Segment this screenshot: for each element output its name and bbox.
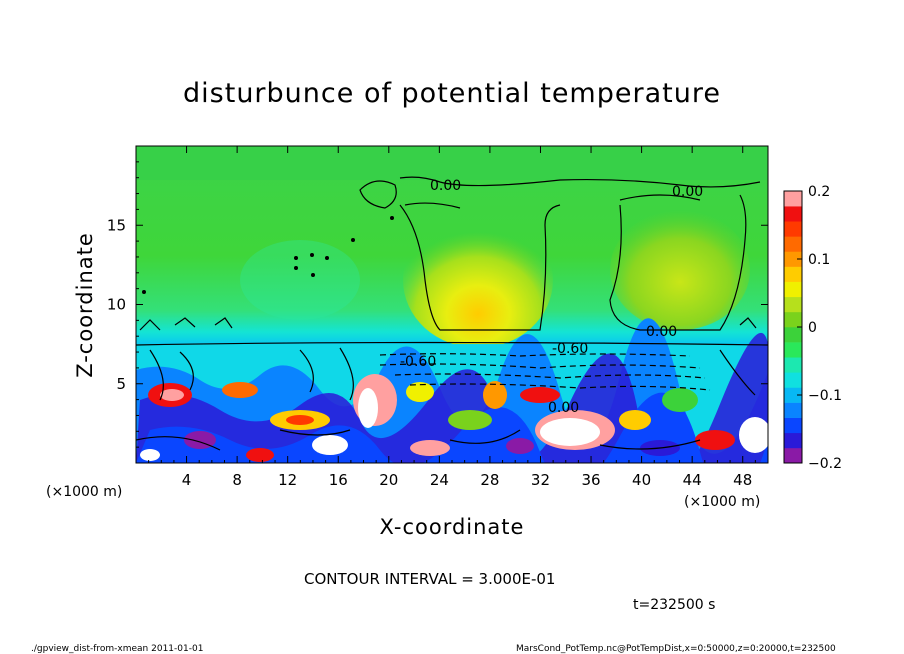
- x-tick-label: 40: [632, 471, 651, 489]
- colorbar-segment: [784, 402, 802, 418]
- plot-area: 0.00 0.00 0.00 -0.60 -0.60 0.00: [136, 146, 768, 463]
- x-tick-label: 12: [278, 471, 297, 489]
- colorbar-segment: [784, 296, 802, 313]
- x-tick-label: 36: [581, 471, 600, 489]
- colorbar-segment: [784, 236, 802, 252]
- colorbar-segment: [784, 372, 802, 388]
- colorbar-segment: [784, 311, 802, 328]
- colorbar-segment: [784, 221, 802, 237]
- x-tick-label: 16: [329, 471, 348, 489]
- x-axis-unit-right: (×1000 m): [684, 494, 760, 510]
- colorbar-segment: [784, 327, 802, 343]
- colorbar-tick-label: 0.1: [808, 252, 830, 268]
- contour-label: 0.00: [548, 400, 579, 416]
- footer-right: MarsCond_PotTemp.nc@PotTempDist,x=0:5000…: [516, 644, 836, 654]
- contour-label-group: 0.00 0.00 0.00 -0.60 -0.60 0.00: [400, 178, 703, 416]
- contour-label: 0.00: [430, 178, 461, 194]
- colorbar: [783, 190, 803, 464]
- colorbar-tick-label: −0.2: [808, 456, 842, 472]
- contour-lines: [136, 176, 768, 451]
- y-axis: 5 10 15: [107, 161, 768, 448]
- time-text: t=232500 s: [633, 597, 715, 613]
- x-tick-label: 20: [379, 471, 398, 489]
- y-tick-label: 15: [107, 216, 126, 234]
- x-tick-label: 28: [480, 471, 499, 489]
- x-tick-label: 44: [683, 471, 702, 489]
- colorbar-segment: [784, 447, 802, 464]
- colorbar-segment: [784, 266, 802, 282]
- contour-label: -0.60: [552, 341, 588, 357]
- x-tick-label: 32: [531, 471, 550, 489]
- colorbar-tick-label: −0.1: [808, 388, 842, 404]
- noise-markers: [142, 216, 394, 294]
- colorbar-segment: [784, 417, 802, 434]
- colorbar-segment: [784, 432, 802, 449]
- colorbar-segment: [784, 206, 802, 222]
- contour-label: -0.60: [400, 354, 436, 370]
- turbulent-layer: [136, 318, 768, 463]
- colorbar-segment: [784, 387, 802, 403]
- colorbar-segment: [784, 357, 802, 373]
- x-tick-label: 4: [182, 471, 192, 489]
- footer-left: ./gpview_dist-from-xmean 2011-01-01: [31, 644, 203, 654]
- colorbar-segment: [784, 281, 802, 298]
- contour-label: 0.00: [646, 324, 677, 340]
- y-axis-label: Z-coordinate: [73, 232, 97, 378]
- x-axis-unit-left: (×1000 m): [46, 484, 122, 500]
- x-axis: 4 8 12 16 20 24 28 32 36 40 44 48: [148, 146, 756, 489]
- colorbar-segment: [784, 342, 802, 358]
- contour-label: 0.00: [672, 184, 703, 200]
- y-tick-label: 10: [107, 296, 126, 314]
- chart-title: disturbunce of potential temperature: [183, 78, 721, 109]
- x-tick-label: 24: [430, 471, 449, 489]
- colorbar-tick-label: 0.2: [808, 184, 830, 200]
- y-tick-label: 5: [116, 375, 126, 393]
- colorbar-tick-label: 0: [808, 320, 817, 336]
- x-tick-label: 48: [733, 471, 752, 489]
- contour-interval-text: CONTOUR INTERVAL = 3.000E-01: [304, 570, 555, 588]
- colorbar-segment: [784, 191, 802, 207]
- colorbar-segment: [784, 251, 802, 267]
- colorbar-ticks: 0.2 0.1 0 −0.1 −0.2: [797, 184, 842, 472]
- x-axis-label: X-coordinate: [380, 515, 525, 539]
- x-tick-label: 8: [232, 471, 242, 489]
